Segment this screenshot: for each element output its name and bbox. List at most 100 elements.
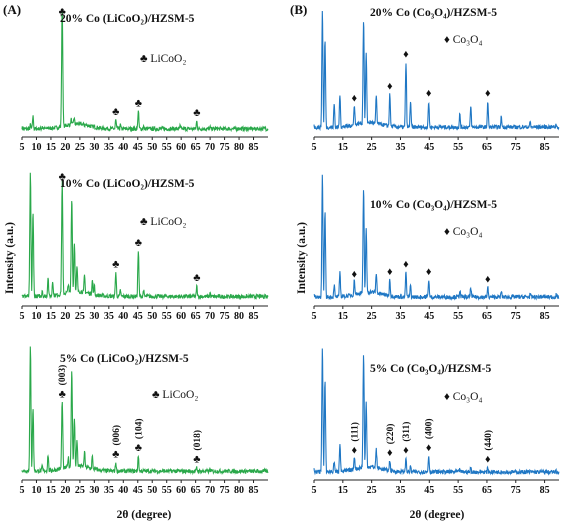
x-tick-label: 55 bbox=[453, 485, 463, 496]
x-tick-label: 75 bbox=[511, 311, 521, 322]
x-tick-label: 20 bbox=[60, 485, 70, 496]
series-line bbox=[313, 174, 560, 301]
series-line bbox=[21, 346, 269, 476]
hkl-annotation: (311) bbox=[401, 422, 412, 442]
subplot-legend: ♣ LiCoO₂ bbox=[140, 53, 186, 65]
x-tick-label: 30 bbox=[89, 485, 99, 496]
x-tick-label: 15 bbox=[338, 311, 348, 322]
peak-marker: ♦ bbox=[426, 442, 432, 454]
panel-b-ylabel: Intensity (a.u.) bbox=[296, 222, 308, 294]
x-tick-label: 25 bbox=[75, 311, 85, 322]
subplot-title: 5% Co (Co₃O₄)/HZSM-5 bbox=[370, 363, 491, 375]
x-tick-label: 25 bbox=[367, 311, 377, 322]
x-tick-label: 15 bbox=[46, 142, 56, 153]
peak-marker: ♣ bbox=[135, 442, 142, 454]
x-tick-label: 5 bbox=[20, 485, 25, 496]
series-line bbox=[313, 348, 560, 476]
x-tick-label: 35 bbox=[395, 485, 405, 496]
x-tick-label: 60 bbox=[176, 485, 186, 496]
x-tick-label: 50 bbox=[147, 311, 157, 322]
subplot-title: 20% Co (LiCoO₂)/HZSM-5 bbox=[60, 13, 195, 25]
peak-marker: ♣ bbox=[112, 448, 119, 460]
x-tick-label: 40 bbox=[118, 485, 128, 496]
panel-a-xlabel: 2θ (degree) bbox=[117, 509, 172, 521]
x-tick-label: 65 bbox=[191, 142, 201, 153]
x-tick-label: 80 bbox=[234, 142, 244, 153]
subplot-2: 5 10 15 20 25 30 35 40 45 50 55 60 65 70 75 80 85 10% Co … bbox=[20, 171, 269, 322]
x-tick-label: 5 bbox=[312, 142, 317, 153]
x-tick-label: 5 bbox=[20, 311, 25, 322]
peak-marker: ♦ bbox=[426, 88, 432, 100]
peak-marker: ♦ bbox=[403, 445, 409, 457]
x-tick-label: 60 bbox=[176, 311, 186, 322]
x-tick-label: 75 bbox=[220, 485, 230, 496]
peak-marker: ♦ bbox=[352, 445, 358, 457]
x-tick-label: 60 bbox=[176, 142, 186, 153]
x-tick-label: 5 bbox=[312, 311, 317, 322]
x-tick-label: 55 bbox=[453, 311, 463, 322]
peak-marker: ♣ bbox=[135, 97, 142, 109]
x-tick-label: 10 bbox=[31, 142, 41, 153]
peak-marker: ♣ bbox=[59, 171, 66, 183]
panel-a-ylabel: Intensity (a.u.) bbox=[4, 222, 16, 294]
x-tick-label: 10 bbox=[31, 311, 41, 322]
x-tick-label: 45 bbox=[133, 142, 143, 153]
subplot-legend: ♦ Co₃O₄ bbox=[444, 226, 483, 238]
subplot-legend: ♦ Co₃O₄ bbox=[444, 34, 483, 46]
x-tick-label: 45 bbox=[424, 142, 434, 153]
subplot-4: 5 15 25 35 45 55 65 75 85 20% Co (Co₃O₄)/HZSM-5 ♦ … bbox=[312, 7, 560, 153]
x-tick-label: 50 bbox=[147, 485, 157, 496]
x-tick-label: 85 bbox=[249, 485, 259, 496]
x-tick-label: 85 bbox=[540, 142, 550, 153]
x-tick-label: 40 bbox=[118, 142, 128, 153]
x-tick-label: 80 bbox=[234, 485, 244, 496]
series-line bbox=[313, 10, 560, 132]
peak-marker: ♦ bbox=[426, 266, 432, 278]
hkl-annotation: (104) bbox=[133, 419, 144, 440]
x-tick-label: 65 bbox=[191, 311, 201, 322]
subplot-legend: ♣ LiCoO₂ bbox=[152, 389, 198, 401]
hkl-annotation: (111) bbox=[349, 422, 360, 442]
x-tick-label: 70 bbox=[205, 485, 215, 496]
peak-marker: ♣ bbox=[59, 6, 66, 18]
x-tick-label: 55 bbox=[162, 142, 172, 153]
x-tick-label: 30 bbox=[89, 311, 99, 322]
peak-marker: ♣ bbox=[193, 272, 200, 284]
x-tick-label: 85 bbox=[540, 311, 550, 322]
hkl-annotation: (440) bbox=[483, 430, 494, 451]
subplot-5: 5 15 25 35 45 55 65 75 85 10% Co (Co₃O₄)/HZSM-5 ♦ … bbox=[312, 174, 560, 322]
subplot-6: 5 15 25 35 45 55 65 75 85 5% Co (Co₃O₄)/HZSM-5 ♦ C… bbox=[312, 348, 560, 496]
hkl-annotation: (400) bbox=[424, 419, 435, 440]
x-tick-label: 35 bbox=[104, 311, 114, 322]
x-tick-label: 85 bbox=[249, 142, 259, 153]
x-tick-label: 15 bbox=[338, 142, 348, 153]
x-tick-label: 45 bbox=[133, 485, 143, 496]
peak-marker: ♦ bbox=[403, 49, 409, 61]
peak-marker: ♣ bbox=[193, 107, 200, 119]
x-tick-label: 30 bbox=[89, 142, 99, 153]
x-tick-label: 15 bbox=[46, 485, 56, 496]
subplot-1: 5 10 15 20 25 30 35 40 45 50 55 60 65 70 75 80 85 20% Co … bbox=[20, 6, 269, 153]
x-tick-label: 70 bbox=[205, 311, 215, 322]
x-tick-label: 85 bbox=[540, 485, 550, 496]
subplot-3: 5 10 15 20 25 30 35 40 45 50 55 60 65 70 75 80 85 5% Co (… bbox=[20, 346, 269, 496]
hkl-annotation: (220) bbox=[385, 424, 396, 445]
x-tick-label: 55 bbox=[453, 142, 463, 153]
subplot-legend: ♦ Co₃O₄ bbox=[444, 391, 483, 403]
x-tick-label: 65 bbox=[482, 142, 492, 153]
x-tick-label: 15 bbox=[338, 485, 348, 496]
series-line bbox=[21, 172, 269, 301]
series-line bbox=[21, 8, 269, 133]
x-tick-label: 65 bbox=[482, 485, 492, 496]
peak-marker: ♦ bbox=[387, 80, 393, 92]
hkl-annotation: (006) bbox=[111, 425, 122, 446]
peak-marker: ♦ bbox=[485, 88, 491, 100]
peak-marker: ♦ bbox=[485, 273, 491, 285]
hkl-annotation: (018) bbox=[192, 430, 203, 451]
x-tick-label: 5 bbox=[312, 485, 317, 496]
x-tick-label: 75 bbox=[511, 485, 521, 496]
peak-marker: ♣ bbox=[112, 258, 119, 270]
peak-marker: ♦ bbox=[387, 266, 393, 278]
